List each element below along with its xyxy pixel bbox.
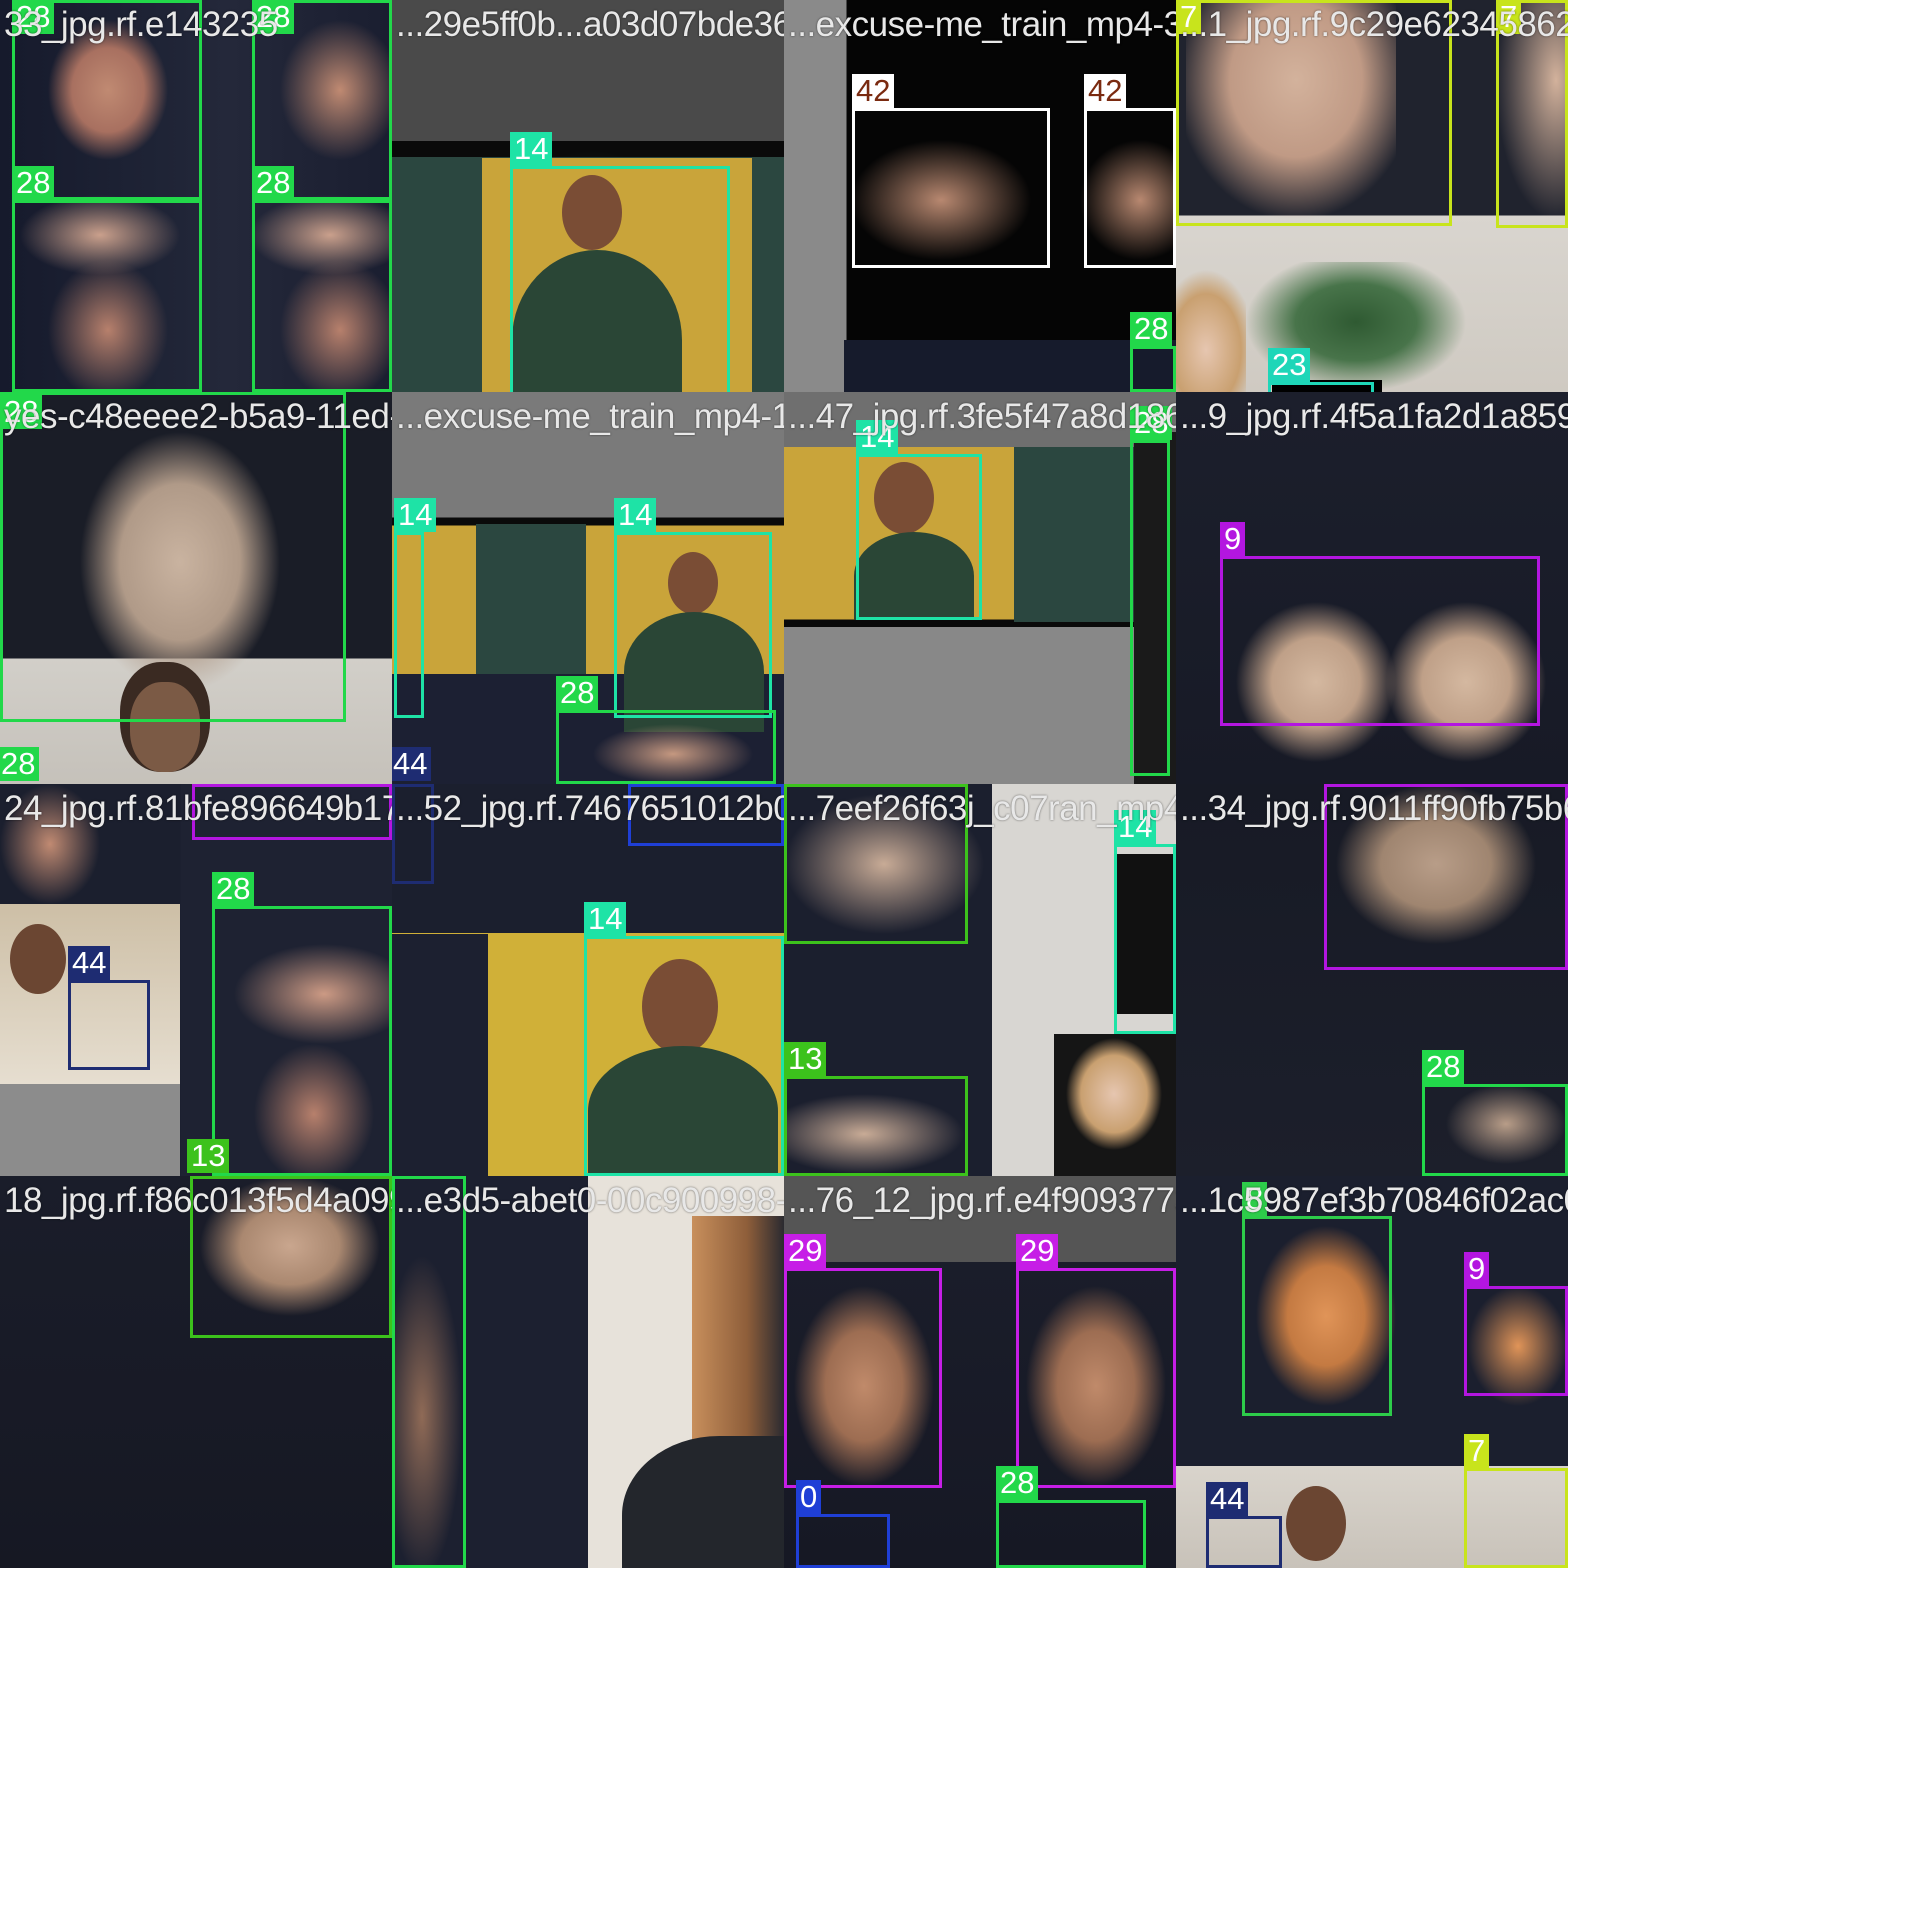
mosaic-tile-1: 33_jpg.rf.e143235 28 28 28 28 28 xyxy=(0,0,392,392)
mosaic-tile-16: ...1c5987ef3b70846f02ac03d1 8 9 7 44 xyxy=(1176,1176,1568,1568)
mosaic-tile-4: ...1_jpg.rf.9c29e62345862b76e5 7 7 23 7 xyxy=(1176,0,1568,392)
tile-filename: ...e3d5-abet0-00c900998-612 xyxy=(396,1181,784,1220)
tile-filename: yes-c48eeee2-b5a9-11ed-bca5-3035a3c4907 xyxy=(4,397,392,436)
tile-filename: ...1c5987ef3b70846f02ac03d1 xyxy=(1180,1181,1568,1220)
mosaic-tile-14: ...e3d5-abet0-00c900998-612 28 xyxy=(392,1176,784,1568)
mosaic-tile-10: ...52_jpg.rf.7467651012b046bc19 0 14 44 xyxy=(392,784,784,1176)
tile-filename: 33_jpg.rf.e143235 xyxy=(4,5,278,44)
mosaic-tile-5: yes-c48eeee2-b5a9-11ed-bca5-3035a3c4907 … xyxy=(0,392,392,784)
tile-filename: ...34_jpg.rf.9011ff90fb75b66e09f xyxy=(1180,789,1568,828)
mosaic-tile-11: ...7eef26f63j_c07ran_mp4-26_jpg 13 14 13 xyxy=(784,784,1176,1176)
tile-filename: ...29e5ff0b...a03d07bde36T92 xyxy=(396,5,784,44)
tile-filename: 18_jpg.rf.f86c013f5d4a0993 xyxy=(4,1181,392,1220)
mosaic-tile-2: ...29e5ff0b...a03d07bde36T92 14 xyxy=(392,0,784,392)
tile-filename: ...excuse-me_train_mp4-32_jpg.rf.b83ac4a… xyxy=(788,5,1176,44)
tile-filename: ...9_jpg.rf.4f5a1fa2d1a8596979 xyxy=(1180,397,1568,436)
tile-filename: ...52_jpg.rf.7467651012b046bc19 xyxy=(396,789,784,828)
tile-filename: ...1_jpg.rf.9c29e62345862b76e5 xyxy=(1180,5,1568,44)
tile-filename: ...excuse-me_train_mp4-16_jpg.rf.c29c8f1… xyxy=(396,397,784,436)
tile-filename: ...47_jpg.rf.3fe5f47a8d186880e29 xyxy=(788,397,1176,436)
mosaic-tile-12: ...34_jpg.rf.9011ff90fb75b66e09f 9 28 xyxy=(1176,784,1568,1176)
tile-filename: ...7eef26f63j_c07ran_mp4-26_jpg xyxy=(788,789,1176,828)
hand-photo-1 xyxy=(0,0,392,392)
tile-filename: ...76_12_jpg.rf.e4f9093773e99d557 xyxy=(788,1181,1176,1220)
mosaic-tile-8: ...9_jpg.rf.4f5a1fa2d1a8596979 9 xyxy=(1176,392,1568,784)
mosaic-tile-7: ...47_jpg.rf.3fe5f47a8d186880e29 14 28 xyxy=(784,392,1176,784)
mosaic-tile-3: ...excuse-me_train_mp4-32_jpg.rf.b83ac4a… xyxy=(784,0,1176,392)
tile-filename: 24_jpg.rf.81bfe896649b1760 xyxy=(4,789,392,828)
mosaic-tile-6: ...excuse-me_train_mp4-16_jpg.rf.c29c8f1… xyxy=(392,392,784,784)
mosaic-tile-15: ...76_12_jpg.rf.e4f9093773e99d557 29 29 … xyxy=(784,1176,1176,1568)
mosaic-tile-9: 24_jpg.rf.81bfe896649b1760 44 9 28 13 xyxy=(0,784,392,1176)
mosaic-tile-13: 18_jpg.rf.f86c013f5d4a0993 13 xyxy=(0,1176,392,1568)
